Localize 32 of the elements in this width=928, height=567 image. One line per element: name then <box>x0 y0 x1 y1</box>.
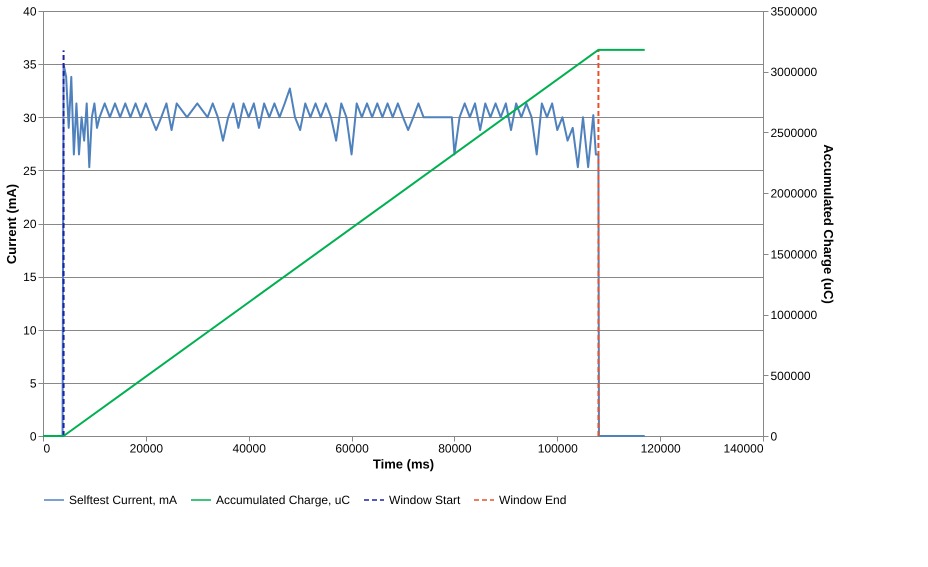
x-tick-label: 40000 <box>232 442 266 456</box>
y-tick-label: 35 <box>23 58 37 72</box>
y2-tick-label: 2500000 <box>770 126 818 140</box>
x-tick-label: 100000 <box>538 442 578 456</box>
legend-label: Window Start <box>389 493 462 507</box>
y-tick-label: 10 <box>23 323 37 338</box>
x-tick-label: 140000 <box>723 442 764 456</box>
y-tick-label: 15 <box>23 270 37 284</box>
y2-tick-label: 1000000 <box>770 308 818 322</box>
y-tick-label: 0 <box>30 430 37 444</box>
x-tick-label: 0 <box>44 442 50 456</box>
y2-tick-label: 0 <box>770 430 778 444</box>
y2-axis-title: Accumulated Charge (uC) <box>821 144 836 304</box>
y-tick-label: 20 <box>23 217 37 231</box>
legend-label: Window End <box>499 493 566 507</box>
y-tick-label: 30 <box>23 110 37 125</box>
legend-label: Selftest Current, mA <box>69 493 178 507</box>
y2-tick-label: 1500000 <box>770 247 818 262</box>
legend-label: Accumulated Charge, uC <box>216 493 350 507</box>
x-tick-label: 60000 <box>335 442 370 456</box>
x-tick-label: 20000 <box>130 442 164 456</box>
y2-tick-label: 3000000 <box>770 65 818 80</box>
y-tick-label: 40 <box>23 4 37 18</box>
y2-tick-label: 2000000 <box>770 186 818 201</box>
y2-tick-label: 500000 <box>770 368 811 383</box>
y-tick-label: 25 <box>23 164 37 178</box>
y-axis-title: Current (mA) <box>4 184 20 264</box>
y2-tick-label: 3500000 <box>770 4 818 18</box>
x-axis-title: Time (ms) <box>372 456 434 472</box>
x-tick-label: 80000 <box>438 442 472 456</box>
y-tick-label: 5 <box>30 376 37 390</box>
x-tick-label: 120000 <box>640 442 681 456</box>
